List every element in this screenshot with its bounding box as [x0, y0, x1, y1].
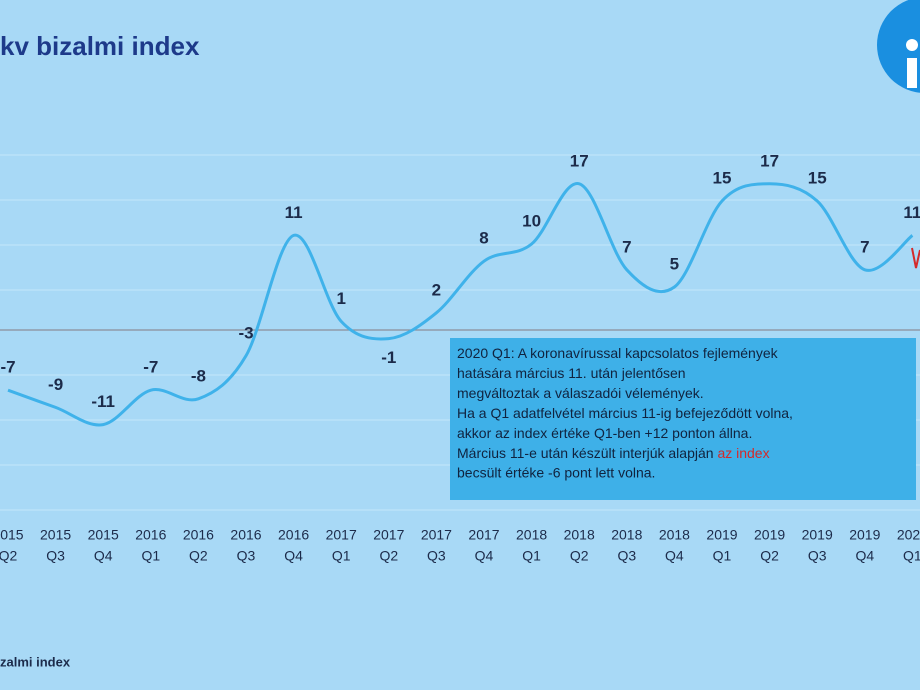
data-label: 1 — [336, 289, 345, 308]
data-label: 7 — [622, 237, 631, 256]
x-tick-label: 2015 — [40, 527, 71, 543]
annotation-line: Ha a Q1 adatfelvétel március 11-ig befej… — [457, 405, 793, 421]
x-tick-label: 2017 — [421, 527, 452, 543]
x-tick-label: Q3 — [617, 548, 636, 564]
annotation-highlight: az index — [717, 445, 769, 461]
annotation-highlight: becsült értéke -6 pont lett volna. — [457, 465, 655, 481]
annotation-line: akkor az index értéke Q1-ben +12 ponton … — [457, 425, 752, 441]
x-tick-label: Q3 — [237, 548, 256, 564]
annotation-text: megváltoztak a válaszadói vélemények. — [457, 385, 704, 401]
data-label: -8 — [191, 366, 206, 385]
x-tick-label: 2016 — [278, 527, 309, 543]
x-tick-label: 2016 — [135, 527, 166, 543]
data-label: 15 — [713, 168, 732, 187]
x-tick-label: 2016 — [183, 527, 214, 543]
x-tick-label: Q1 — [141, 548, 160, 564]
data-label: -1 — [381, 348, 396, 367]
x-tick-label: Q2 — [189, 548, 208, 564]
x-tick-label: Q3 — [808, 548, 827, 564]
data-label: 17 — [570, 151, 589, 170]
x-tick-label: 2018 — [611, 527, 642, 543]
x-tick-label: 2018 — [659, 527, 690, 543]
x-tick-label: Q4 — [665, 548, 684, 564]
x-tick-label: Q2 — [570, 548, 589, 564]
x-tick-label: 2018 — [516, 527, 547, 543]
data-label: 5 — [670, 254, 679, 273]
annotation-text: Ha a Q1 adatfelvétel március 11-ig befej… — [457, 405, 793, 421]
x-tick-label: Q4 — [284, 548, 303, 564]
x-tick-label: Q4 — [94, 548, 113, 564]
annotation-box — [450, 338, 916, 500]
annotation-text: 2020 Q1: A koronavírussal kapcsolatos fe… — [457, 345, 779, 361]
x-tick-label: 2015 — [0, 527, 24, 543]
x-tick-label: Q3 — [46, 548, 65, 564]
x-tick-label: 2016 — [230, 527, 261, 543]
annotation-text: hatására március 11. után jelentősen — [457, 365, 686, 381]
data-label: -7 — [143, 358, 158, 377]
x-tick-label: Q1 — [522, 548, 541, 564]
data-label: 2 — [432, 280, 441, 299]
x-tick-label: 2017 — [326, 527, 357, 543]
x-tick-label: 2019 — [754, 527, 785, 543]
data-label: 17 — [760, 151, 779, 170]
x-tick-label: 2018 — [564, 527, 595, 543]
x-tick-label: 2019 — [802, 527, 833, 543]
data-label: -3 — [238, 323, 253, 342]
line-series — [7, 182, 914, 427]
annotation-line: megváltoztak a válaszadói vélemények. — [457, 385, 704, 401]
data-label: 11 — [903, 203, 920, 222]
annotation-text: akkor az index értéke Q1-ben +12 ponton … — [457, 425, 752, 441]
x-tick-label: Q2 — [0, 548, 18, 564]
annotation-line: hatására március 11. után jelentősen — [457, 365, 686, 381]
data-label: 8 — [479, 229, 488, 248]
logo-glyph — [907, 58, 917, 88]
logo-glyph-dot — [906, 39, 918, 51]
data-label: 10 — [522, 211, 541, 230]
data-label: -11 — [91, 392, 115, 411]
estimate-marker — [911, 247, 920, 269]
x-tick-label: Q1 — [903, 548, 920, 564]
annotation-line: Március 11-e után készült interjúk alapj… — [457, 445, 770, 461]
data-label: 7 — [860, 237, 869, 256]
x-tick-label: 2015 — [88, 527, 119, 543]
chart-title: kv bizalmi index — [0, 31, 200, 61]
data-label: 15 — [808, 168, 827, 187]
x-tick-label: Q2 — [379, 548, 398, 564]
footer: zalmi index — [0, 654, 71, 669]
x-tick-label: Q4 — [475, 548, 494, 564]
annotation-line: 2020 Q1: A koronavírussal kapcsolatos fe… — [457, 345, 779, 361]
x-tick-label: 2017 — [373, 527, 404, 543]
data-label: 11 — [285, 203, 303, 222]
x-tick-label: Q4 — [855, 548, 874, 564]
x-tick-label: 2019 — [706, 527, 737, 543]
x-tick-label: 2019 — [849, 527, 880, 543]
data-label: -9 — [48, 375, 63, 394]
x-tick-label: 2020 — [897, 527, 920, 543]
x-tick-label: Q1 — [713, 548, 732, 564]
x-tick-label: 2017 — [468, 527, 499, 543]
x-tick-label: Q3 — [427, 548, 446, 564]
x-tick-label: Q1 — [332, 548, 351, 564]
x-tick-label: Q2 — [760, 548, 779, 564]
annotation-text: Március 11-e után készült interjúk alapj… — [457, 445, 714, 461]
data-label: -7 — [0, 358, 15, 377]
